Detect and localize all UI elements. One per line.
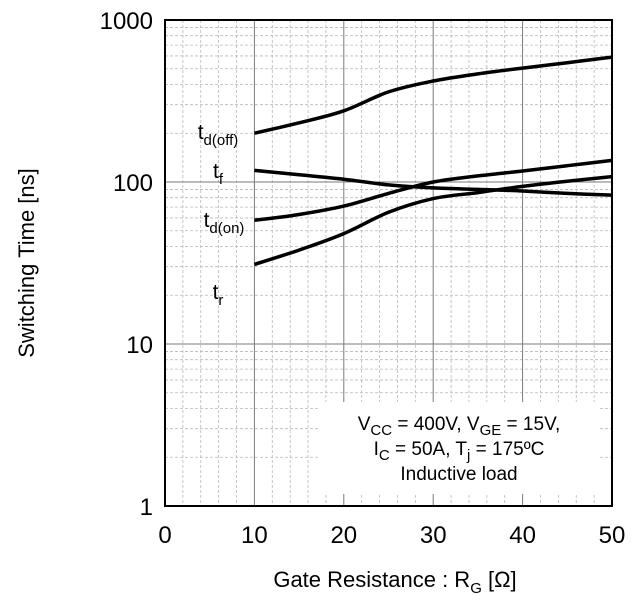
series-line-td(on) bbox=[254, 158, 613, 223]
x-axis-label: Gate Resistance : RG [Ω] bbox=[273, 567, 516, 597]
series-labels: td(off) tf td(on) tr bbox=[198, 121, 245, 309]
y-tick-label: 100 bbox=[113, 170, 153, 197]
x-tick-label: 10 bbox=[241, 522, 268, 549]
y-axis-label: Switching Time [ns] bbox=[14, 168, 39, 358]
series-label-td(on): td(on) bbox=[204, 209, 245, 237]
y-tick-labels: 1 10 100 1000 bbox=[100, 8, 153, 521]
annotation-background bbox=[318, 402, 600, 494]
series-lines bbox=[253, 55, 613, 267]
x-tick-label: 20 bbox=[330, 522, 357, 549]
x-tick-label: 0 bbox=[158, 522, 171, 549]
y-tick-label: 1 bbox=[140, 494, 153, 521]
series-label-td(off): td(off) bbox=[198, 121, 239, 149]
y-tick-label: 10 bbox=[126, 332, 153, 359]
x-axis-label-main: Gate Resistance : R bbox=[273, 567, 470, 592]
series-line-td(off) bbox=[254, 55, 613, 135]
series-label-tr: tr bbox=[213, 281, 224, 309]
plot-frame bbox=[164, 19, 613, 507]
series-line-tr bbox=[253, 174, 613, 267]
annotation-line3: Inductive load bbox=[400, 464, 517, 485]
annotation-line1: VCC = 400V, VGE = 15V, bbox=[358, 414, 561, 439]
x-tick-labels: 0 10 20 30 40 50 bbox=[158, 522, 625, 549]
series-line-tf bbox=[254, 168, 613, 197]
x-tick-label: 30 bbox=[420, 522, 447, 549]
annotation-line2: IC = 50A, Tj = 175ºC bbox=[374, 439, 545, 464]
series-label-tf: tf bbox=[213, 160, 224, 188]
x-tick-label: 40 bbox=[509, 522, 536, 549]
y-tick-label: 1000 bbox=[100, 8, 153, 35]
x-tick-label: 50 bbox=[599, 522, 626, 549]
conditions-annotation: VCC = 400V, VGE = 15V,IC = 50A, Tj = 175… bbox=[318, 402, 600, 494]
x-axis-label-sub: G bbox=[470, 580, 482, 597]
x-axis-label-unit: [Ω] bbox=[482, 567, 517, 592]
